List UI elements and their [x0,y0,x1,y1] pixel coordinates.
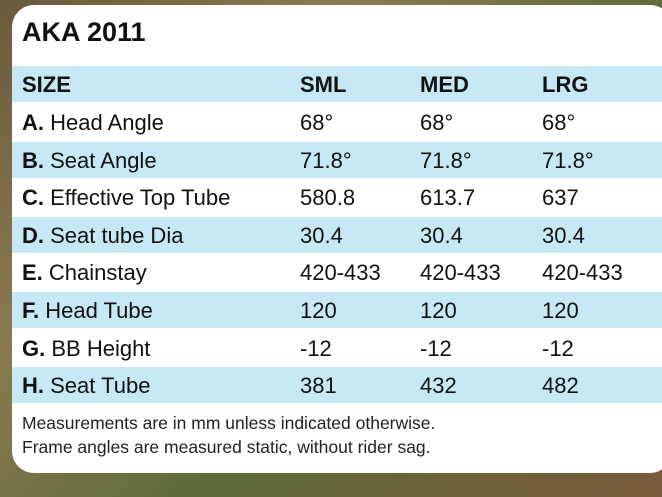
row-key: C. [22,185,44,211]
row-name: Chainstay [48,260,147,286]
row-key: D. [22,222,44,248]
row-value: -12 [420,335,452,361]
row-value: 120 [300,298,337,323]
row-value: 432 [420,373,457,399]
table-row: C. Effective Top Tube 580.8 613.7 637 [12,179,662,215]
table-row: D. Seat tube Dia 30.4 30.4 30.4 [12,216,662,253]
row-value: 381 [300,373,337,399]
row-label: H. Seat Tube [22,373,150,399]
table-row: B. Seat Angle 71.8° 71.8° 71.8° [12,141,662,178]
table-row: A. Head Angle 68° 68° 68° [12,104,662,140]
row-value: 420-433 [300,260,381,286]
row-value: 580.8 [300,185,356,211]
note: Frame angles are measured static, withou… [22,437,431,457]
row-name: Head Tube [45,298,153,323]
note: Measurements are in mm unless indicated … [22,413,436,433]
row-name: Effective Top Tube [50,185,231,211]
header-size: SIZE [22,72,71,97]
row-key: F. [22,298,40,323]
row-value: 68° [300,110,334,135]
row-value: 482 [542,373,579,399]
row-value: 71.8° [420,147,472,173]
row-label: F. Head Tube [22,298,153,324]
row-value: 420-433 [420,260,501,286]
row-value: 420-433 [542,260,623,286]
row-label: G. BB Height [22,336,150,362]
row-value: 30.4 [300,222,343,248]
row-key: G. [22,335,46,361]
row-label: A. Head Angle [22,110,164,136]
row-label: C. Effective Top Tube [22,185,230,211]
row-value: 120 [420,298,457,323]
row-value: 71.8° [542,147,594,173]
row-value: -12 [542,335,574,361]
row-value: 637 [542,185,579,211]
row-name: Seat Angle [50,147,157,173]
row-name: BB Height [51,335,151,361]
table-title: AKA 2011 [22,17,146,47]
row-value: 71.8° [300,147,352,173]
footnotes: Measurements are in mm unless indicated … [22,411,435,459]
header-sml: SML [300,72,347,97]
row-name: Head Angle [50,110,164,135]
row-name: Seat tube Dia [50,222,184,248]
row-value: 68° [542,110,576,135]
row-value: 120 [542,298,579,323]
header-lrg: LRG [542,72,589,97]
table-row: E. Chainstay 420-433 420-433 420-433 [12,254,662,290]
row-value: 68° [420,110,454,135]
row-label: B. Seat Angle [22,148,157,174]
row-value: 613.7 [420,185,476,211]
header-row: SIZE SML MED LRG [12,66,662,102]
table-row: H. Seat Tube 381 432 482 [12,367,662,404]
table-row: G. BB Height -12 -12 -12 [12,330,662,366]
row-name: Seat Tube [50,373,151,399]
row-label: D. Seat tube Dia [22,223,183,249]
geometry-card: AKA 2011 SIZE SML MED LRG A. Head Angle 6… [12,5,662,473]
row-value: -12 [300,335,332,361]
header-med: MED [420,72,469,97]
row-key: A. [22,110,44,135]
row-key: B. [22,147,44,173]
row-label: E. Chainstay [22,260,147,286]
row-value: 30.4 [542,222,585,248]
row-value: 30.4 [420,222,463,248]
row-key: H. [22,373,44,399]
row-key: E. [22,260,43,286]
table-row: F. Head Tube 120 120 120 [12,292,662,328]
